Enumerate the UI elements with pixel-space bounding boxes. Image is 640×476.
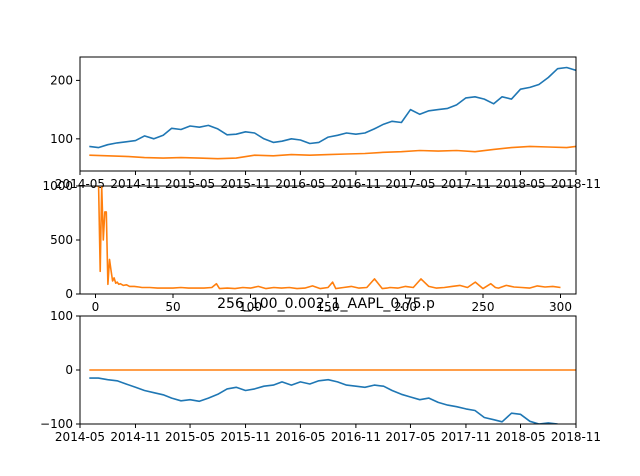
overlay-title: 256_100_0.002_1_AAPL_0.75.p: [217, 296, 435, 312]
x-tick-label: 250: [472, 300, 495, 314]
x-tick-label: 150: [317, 300, 340, 314]
y-tick-label: 500: [50, 233, 73, 247]
series-line-1: [89, 377, 558, 424]
y-tick-label: 100: [50, 309, 73, 323]
x-tick-label: 2017-05: [385, 430, 435, 444]
series-line-1: [89, 66, 576, 149]
x-tick-label: 2014-05: [55, 430, 105, 444]
series-group: [89, 66, 576, 160]
y-tick-label: 0: [65, 287, 73, 301]
y-tick-label: 1000: [42, 179, 73, 193]
axes-frame: [79, 185, 577, 295]
y-tick-label: −100: [40, 417, 73, 431]
x-tick-label: 2018-11: [551, 177, 601, 191]
y-tick-label: 0: [65, 363, 73, 377]
axes-frame: [79, 56, 577, 172]
x-tick-label: 300: [549, 300, 572, 314]
x-tick-label: 200: [394, 300, 417, 314]
x-tick-label: 2016-11: [331, 430, 381, 444]
chart-loss: 0 50 100 150 200 250 300 0 500 1000: [42, 179, 577, 314]
x-tick-label: 2015-11: [220, 177, 270, 191]
series-line-2: [89, 145, 576, 160]
y-tick-label: 100: [50, 132, 73, 146]
chart-profit: 2014-05 2014-11 2015-05 2015-11 2016-05 2016-…: [40, 309, 601, 444]
x-tick-label: 2014-11: [110, 430, 160, 444]
series-line-1: [95, 186, 561, 290]
x-tick-label: 2018-05: [495, 177, 545, 191]
series-group: [89, 369, 576, 424]
x-tick-label: 2015-05: [165, 430, 215, 444]
x-tick-label: 2014-11: [110, 177, 160, 191]
x-tick-label: 2016-05: [275, 177, 325, 191]
x-tick-label: 2017-05: [385, 177, 435, 191]
y-tick-label: 200: [50, 73, 73, 87]
x-tick-label: 2016-11: [331, 177, 381, 191]
x-tick-label: 2018-05: [495, 430, 545, 444]
chart-price: 2014-05 2014-11 2015-05 2015-11 2016-05 2016-…: [50, 56, 601, 191]
x-tick-label: 2015-05: [165, 177, 215, 191]
x-tick-label: 50: [165, 300, 180, 314]
x-tick-label: 2015-11: [220, 430, 270, 444]
x-tick-label: 100: [239, 300, 262, 314]
x-tick-label: 2016-05: [275, 430, 325, 444]
x-tick-label: 2018-11: [551, 430, 601, 444]
x-tick-label: 2017-11: [441, 430, 491, 444]
x-tick-label: 2017-11: [441, 177, 491, 191]
x-tick-label: 0: [92, 300, 100, 314]
series-group: [95, 186, 561, 290]
x-tick-label: 2014-05: [55, 177, 105, 191]
